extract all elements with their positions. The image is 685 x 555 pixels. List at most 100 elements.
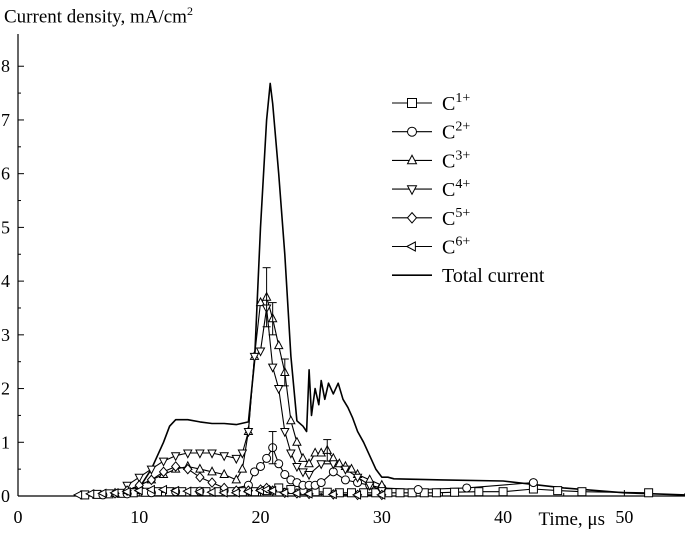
data-point-c4- — [182, 449, 193, 459]
data-point-c4- — [316, 460, 327, 470]
data-point-c4- — [170, 452, 181, 462]
series-layer — [78, 82, 685, 496]
data-point-c4- — [243, 428, 254, 438]
data-point-c6- — [266, 485, 277, 496]
data-point-c2- — [528, 478, 538, 488]
data-point-c4- — [279, 428, 290, 438]
y-tick-label: 8 — [1, 56, 10, 76]
y-axis-title: Current density, mA/cm2 — [4, 4, 193, 28]
x-tick-label: 20 — [252, 507, 270, 527]
x-tick-label: 10 — [130, 507, 148, 527]
legend-label: C3+ — [442, 148, 470, 172]
data-point-c4- — [255, 347, 266, 357]
y-tick-label: 5 — [1, 217, 10, 237]
y-axis-title-text: Current density, mA/cm — [4, 6, 187, 28]
legend-label: C5+ — [442, 206, 470, 230]
data-point-c6- — [182, 486, 192, 496]
data-point-c4- — [146, 465, 157, 475]
data-point-c3- — [304, 458, 314, 468]
legend-marker — [406, 154, 418, 165]
data-point-c6- — [242, 486, 252, 497]
data-point-c3- — [237, 463, 248, 473]
legend-label-sup: 2+ — [455, 120, 470, 135]
legend-label-sup: 5+ — [455, 206, 470, 221]
data-point-c4- — [219, 452, 229, 462]
series-line-total-current — [126, 82, 685, 496]
markers-layer — [72, 267, 654, 501]
data-point-c4- — [207, 449, 217, 459]
data-point-c6- — [194, 486, 204, 497]
data-point-c6- — [291, 488, 301, 499]
legend-label-sup: 3+ — [455, 148, 470, 163]
data-point-c6- — [145, 484, 155, 495]
data-point-c3- — [286, 415, 296, 425]
data-point-c6- — [157, 484, 168, 495]
data-point-c5- — [158, 466, 169, 478]
data-point-c6- — [85, 489, 95, 499]
legend-label: C6+ — [442, 235, 470, 259]
data-point-c3- — [298, 452, 308, 462]
x-axis-title: Time, μs — [538, 509, 605, 530]
data-point-c2- — [256, 461, 266, 471]
data-point-c3- — [273, 339, 284, 350]
data-point-c4- — [273, 385, 284, 395]
data-point-c4- — [134, 473, 145, 483]
y-tick-label: 7 — [1, 110, 10, 130]
data-point-c1- — [644, 488, 654, 498]
data-point-c5- — [170, 461, 181, 472]
data-point-c6- — [133, 485, 143, 496]
legend-item-c1-: C1+ — [392, 91, 470, 115]
legend-item-c6-: C6+ — [392, 235, 470, 259]
data-point-c6- — [169, 485, 180, 496]
data-point-c6- — [206, 487, 216, 498]
y-tick-label: 0 — [1, 486, 10, 506]
data-point-c1- — [395, 488, 405, 498]
data-point-c3- — [231, 474, 242, 484]
legend-marker — [406, 211, 418, 224]
x-tick-label: 30 — [373, 507, 391, 527]
data-point-c6- — [230, 487, 240, 498]
data-point-c1- — [577, 487, 587, 497]
legend-item-c2-: C2+ — [392, 120, 470, 144]
legend-label-sup: 1+ — [455, 91, 470, 106]
data-point-c2- — [413, 485, 423, 495]
legend-label: C4+ — [442, 177, 470, 201]
data-point-c1- — [553, 486, 563, 496]
legend-label-sup: 4+ — [455, 177, 470, 192]
legend-marker — [405, 241, 416, 252]
data-point-c1- — [450, 487, 460, 497]
data-point-c6- — [376, 490, 386, 500]
data-point-c3- — [346, 463, 357, 473]
data-point-c2- — [249, 467, 259, 477]
data-point-c4- — [328, 460, 339, 470]
data-point-c6- — [72, 490, 83, 500]
data-point-c6- — [351, 490, 362, 500]
series-markers-c6- — [72, 484, 386, 500]
data-point-c6- — [218, 487, 228, 498]
legend-marker — [407, 126, 417, 137]
data-point-c2- — [340, 475, 350, 485]
data-point-c5- — [195, 471, 205, 483]
legend-label: Total current — [442, 265, 545, 287]
data-point-c4- — [352, 473, 363, 483]
data-point-c2- — [316, 478, 326, 488]
data-point-c4- — [364, 481, 375, 491]
data-point-c4- — [231, 454, 242, 465]
y-tick-label: 3 — [1, 325, 10, 345]
data-point-c4- — [340, 465, 351, 475]
legend-item-c4-: C4+ — [392, 177, 470, 201]
legend-item-total-current: Total current — [392, 265, 545, 287]
legend-marker — [406, 185, 418, 196]
data-point-c4- — [249, 352, 260, 362]
data-point-c4- — [292, 462, 302, 473]
legend-label: C1+ — [442, 91, 470, 115]
x-tick-label: 50 — [615, 507, 633, 527]
data-point-c4- — [304, 471, 314, 481]
legend-item-c5-: C5+ — [392, 206, 470, 230]
data-point-c6- — [327, 489, 337, 500]
legend-item-c3-: C3+ — [392, 148, 470, 172]
data-point-c4- — [195, 449, 205, 459]
data-point-c4- — [267, 363, 278, 373]
data-point-c6- — [121, 486, 131, 497]
